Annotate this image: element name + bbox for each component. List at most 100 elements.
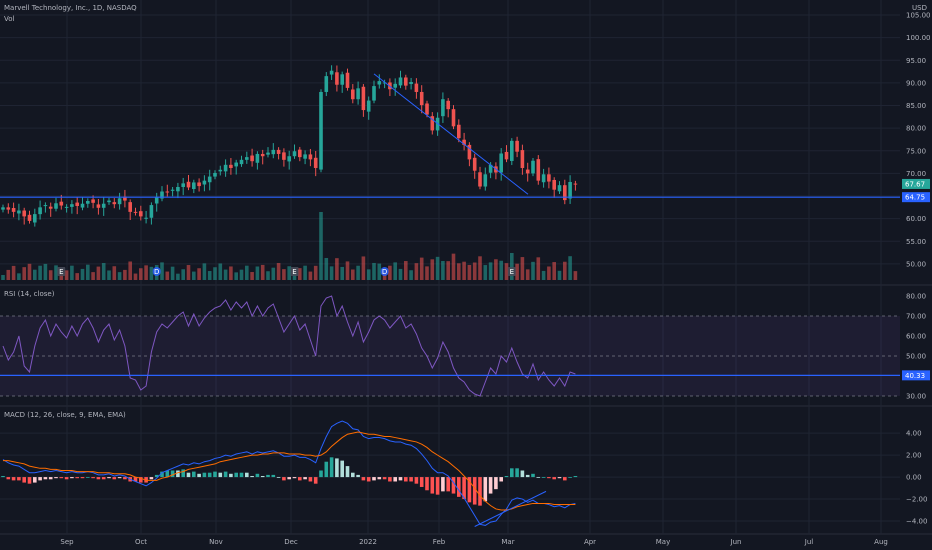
macd-histogram-bar [345,466,350,478]
volume-bar [467,264,472,280]
volume-bar [271,267,276,280]
volume-bar [1,275,5,280]
price-tick-label: 55.00 [906,238,926,246]
macd-histogram-bar [276,477,281,478]
candle-body [419,91,424,106]
volume-bar [6,269,11,280]
candle-body [462,139,466,145]
volume-bar [266,271,270,280]
volume-bar [393,262,397,280]
candle-body [467,144,472,160]
volume-bar [483,265,488,280]
volume-bar [234,272,238,280]
candle-body [276,149,281,154]
candle-body [266,152,270,155]
macd-histogram-bar [361,477,366,481]
candle-body [133,211,138,213]
macd-histogram-bar [282,477,286,481]
earnings-marker-label: E [510,268,514,276]
candle-body [218,169,223,172]
volume-bar [218,263,223,280]
volume-bar [170,266,175,280]
volume-bar [319,212,323,280]
earnings-marker [507,267,516,276]
macd-histogram-bar [388,477,392,482]
volume-bar [96,266,101,280]
candle-body [457,124,461,139]
volume-bar [478,256,482,280]
rsi-tick-label: 60.00 [906,333,926,341]
candle-body [22,210,26,217]
macd-histogram-bar [239,472,244,478]
price-tick-label: 80.00 [906,125,926,133]
macd-histogram-bar [144,477,148,483]
macd-histogram-bar [250,475,254,478]
volume-bar [298,268,302,280]
macd-histogram-bar [324,461,329,478]
macd-histogram-bar [271,474,276,478]
candle-body [282,152,286,160]
candle-body [144,217,148,219]
candle-body [11,208,16,212]
rsi-tick-label: 80.00 [906,293,926,301]
macd-histogram-bar [27,477,32,484]
candle-body [1,207,5,210]
volume-bar [441,260,445,280]
volume-bar [525,269,530,280]
volume-bar [568,256,572,280]
price-tick-label: 105.00 [906,12,931,20]
macd-histogram-bar [292,477,297,479]
macd-histogram-bar [552,477,556,480]
candle-body [361,86,366,111]
candle-body [75,202,79,206]
volume-bar [435,256,440,280]
volume-bar [425,266,429,280]
volume-bar [64,270,69,280]
volume-bar [494,259,498,280]
candle-body [541,174,546,183]
candle-body [123,196,127,201]
volume-bar [398,268,403,280]
volume-bar [552,262,556,280]
macd-histogram-bar [472,477,477,505]
volume-bar [287,266,291,280]
volume-bar [160,262,164,280]
symbol-title: Marvell Technology, Inc., 1D, NASDAQ [4,4,137,12]
rsi-tick-label: 70.00 [906,313,926,321]
macd-histogram-bar [536,477,541,478]
candle-body [80,203,85,208]
price-tick-label: 70.00 [906,170,926,178]
volume-bar [176,273,180,280]
rsi-value-tag [902,370,930,381]
x-tick-label: 2022 [359,538,377,546]
candle-body [154,196,159,204]
candle-body [17,210,21,214]
macd-histogram-bar [541,477,546,478]
volume-bar [536,257,541,280]
candle-body [335,72,339,85]
candle-body [382,82,387,84]
candle-body [441,99,445,117]
candle-body [414,83,419,92]
candle-body [547,174,551,182]
candle-body [64,206,69,208]
volume-bar [38,265,42,280]
volume-bar [245,265,249,280]
macd-histogram-bar [229,473,233,478]
candle-body [483,174,488,187]
dividend-marker-label: D [382,268,387,276]
price-tick-label: 90.00 [906,79,926,87]
candle-body [43,205,48,207]
candle-body [292,151,297,157]
macd-histogram-bar [160,471,164,478]
macd-histogram-bar [563,477,567,481]
macd-histogram-bar [64,477,69,480]
volume-bar [404,261,408,280]
macd-histogram-bar [319,470,323,478]
candle-body [520,150,525,168]
volume-bar [451,253,456,280]
x-tick-label: Jul [804,538,814,546]
candle-body [202,180,207,185]
